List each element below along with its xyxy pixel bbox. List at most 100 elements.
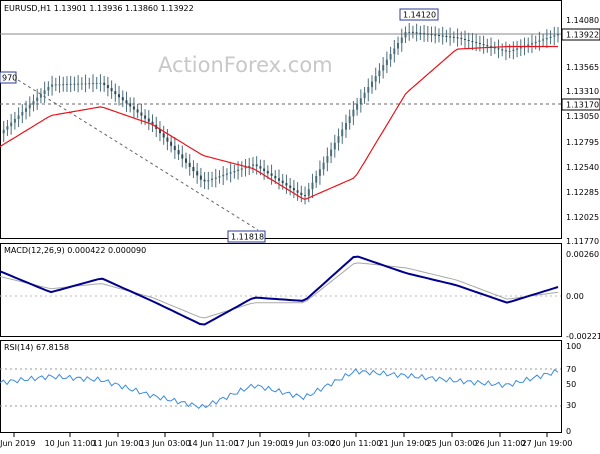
candle-body bbox=[237, 169, 240, 171]
candle-body bbox=[6, 126, 9, 130]
candle-body bbox=[367, 87, 370, 93]
candle-body bbox=[21, 111, 24, 116]
candle-body bbox=[25, 108, 27, 112]
candle-body bbox=[378, 70, 381, 77]
candle-body bbox=[92, 83, 94, 85]
low-label-box bbox=[227, 230, 266, 243]
rsi-tick: 0 bbox=[566, 427, 571, 436]
candle-body bbox=[426, 33, 429, 35]
rsi-title: RSI(14) 67.8158 bbox=[4, 343, 69, 352]
level-price-label: 1.13170 bbox=[566, 101, 599, 110]
candle-body bbox=[445, 36, 448, 37]
candle-body bbox=[203, 179, 206, 182]
candle-body bbox=[557, 34, 559, 36]
candle-body bbox=[512, 49, 515, 51]
price-tick: 1.13050 bbox=[566, 112, 599, 121]
x-tick-label: 19 Jun 03:00 bbox=[284, 439, 335, 448]
candle-body bbox=[408, 31, 411, 33]
candle-body bbox=[43, 90, 46, 94]
candle-body bbox=[382, 65, 385, 71]
candle-body bbox=[449, 36, 452, 38]
candle-body bbox=[441, 35, 444, 37]
candle-body bbox=[531, 43, 533, 45]
candle-body bbox=[311, 182, 314, 190]
candle-body bbox=[103, 82, 106, 85]
candle-body bbox=[527, 44, 530, 46]
current-price-box bbox=[561, 28, 600, 41]
candle-body bbox=[341, 129, 344, 137]
candle-body bbox=[66, 84, 68, 85]
x-tick-label: 17 Jun 19:00 bbox=[235, 439, 286, 448]
candle-body bbox=[114, 91, 117, 95]
candle-body bbox=[240, 168, 243, 170]
price-y-axis: 1.14080 1.13565 1.13310 1.13050 1.12795 … bbox=[566, 16, 599, 246]
candle-body bbox=[229, 172, 232, 174]
macd-tick: -0.002218 bbox=[566, 332, 600, 341]
candle-body bbox=[508, 51, 511, 52]
price-tick: 1.12285 bbox=[566, 188, 599, 197]
candle-body bbox=[438, 35, 440, 36]
candle-body bbox=[300, 192, 303, 196]
candle-body bbox=[348, 116, 351, 123]
candle-body bbox=[504, 50, 507, 52]
candle-body bbox=[263, 168, 266, 171]
candle-body bbox=[434, 34, 437, 36]
candle-body bbox=[281, 180, 284, 184]
watermark-text: ActionForex.com bbox=[158, 53, 333, 77]
x-tick-label: 21 Jun 19:00 bbox=[379, 439, 430, 448]
candle-body bbox=[337, 136, 340, 143]
x-tick-label: 14 Jun 11:00 bbox=[188, 439, 239, 448]
candle-body bbox=[285, 183, 288, 186]
candle-body bbox=[69, 83, 72, 85]
candle-body bbox=[345, 123, 347, 130]
candle-body bbox=[467, 40, 470, 41]
x-tick-label: 10 Jun 11:00 bbox=[45, 439, 96, 448]
rsi-line bbox=[0, 368, 559, 409]
candle-body bbox=[192, 167, 195, 172]
candle-body bbox=[110, 88, 113, 92]
candle-body bbox=[315, 176, 318, 183]
candle-body bbox=[266, 171, 269, 174]
candle-body bbox=[385, 59, 388, 66]
candle-body bbox=[222, 174, 225, 177]
x-tick-label: 7 Jun 2019 bbox=[0, 439, 36, 448]
price-tick: 1.13310 bbox=[566, 87, 599, 96]
candle-body bbox=[17, 115, 20, 119]
candle-body bbox=[121, 97, 124, 101]
price-tick: 1.12795 bbox=[566, 138, 599, 147]
candle-body bbox=[28, 104, 31, 109]
candle-body bbox=[136, 109, 139, 113]
candle-body bbox=[225, 173, 228, 175]
rsi-pane bbox=[0, 340, 562, 433]
candle-body bbox=[542, 39, 545, 41]
candle-body bbox=[36, 97, 39, 102]
candle-body bbox=[359, 98, 362, 104]
candle-body bbox=[534, 41, 537, 44]
trend-line bbox=[17, 79, 259, 231]
candle-body bbox=[95, 83, 98, 84]
candle-body bbox=[185, 158, 187, 163]
macd-line bbox=[0, 255, 559, 326]
candle-body bbox=[244, 167, 247, 169]
candle-body bbox=[166, 137, 169, 142]
candle-body bbox=[330, 149, 333, 157]
candle-body bbox=[99, 82, 102, 84]
candle-body bbox=[501, 49, 504, 51]
candle-body bbox=[62, 84, 65, 86]
candle-body bbox=[333, 142, 336, 150]
x-tick-label: 13 Jun 03:00 bbox=[140, 439, 191, 448]
price-tick: 1.13565 bbox=[566, 63, 599, 72]
candle-body bbox=[486, 45, 489, 47]
candle-body bbox=[270, 173, 273, 176]
candle-body bbox=[404, 32, 407, 38]
left-level-box bbox=[0, 71, 17, 84]
candle-body bbox=[430, 34, 433, 36]
candle-body bbox=[497, 48, 500, 50]
rsi-tick: 70 bbox=[566, 365, 576, 374]
candle-body bbox=[32, 101, 35, 105]
candle-body bbox=[363, 92, 366, 99]
candle-body bbox=[259, 166, 262, 169]
candle-body bbox=[519, 47, 522, 49]
rsi-tick: 30 bbox=[566, 401, 576, 410]
